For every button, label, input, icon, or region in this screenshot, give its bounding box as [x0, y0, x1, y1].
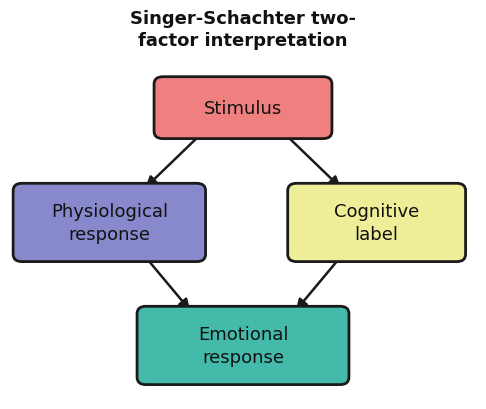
FancyBboxPatch shape	[137, 307, 349, 384]
Text: Cognitive
label: Cognitive label	[334, 202, 419, 244]
FancyBboxPatch shape	[154, 78, 332, 139]
Text: Singer-Schachter two-
factor interpretation: Singer-Schachter two- factor interpretat…	[130, 10, 356, 50]
FancyBboxPatch shape	[288, 184, 466, 262]
Text: Stimulus: Stimulus	[204, 99, 282, 117]
Text: Physiological
response: Physiological response	[51, 202, 168, 244]
Text: Emotional
response: Emotional response	[198, 325, 288, 366]
FancyBboxPatch shape	[13, 184, 206, 262]
